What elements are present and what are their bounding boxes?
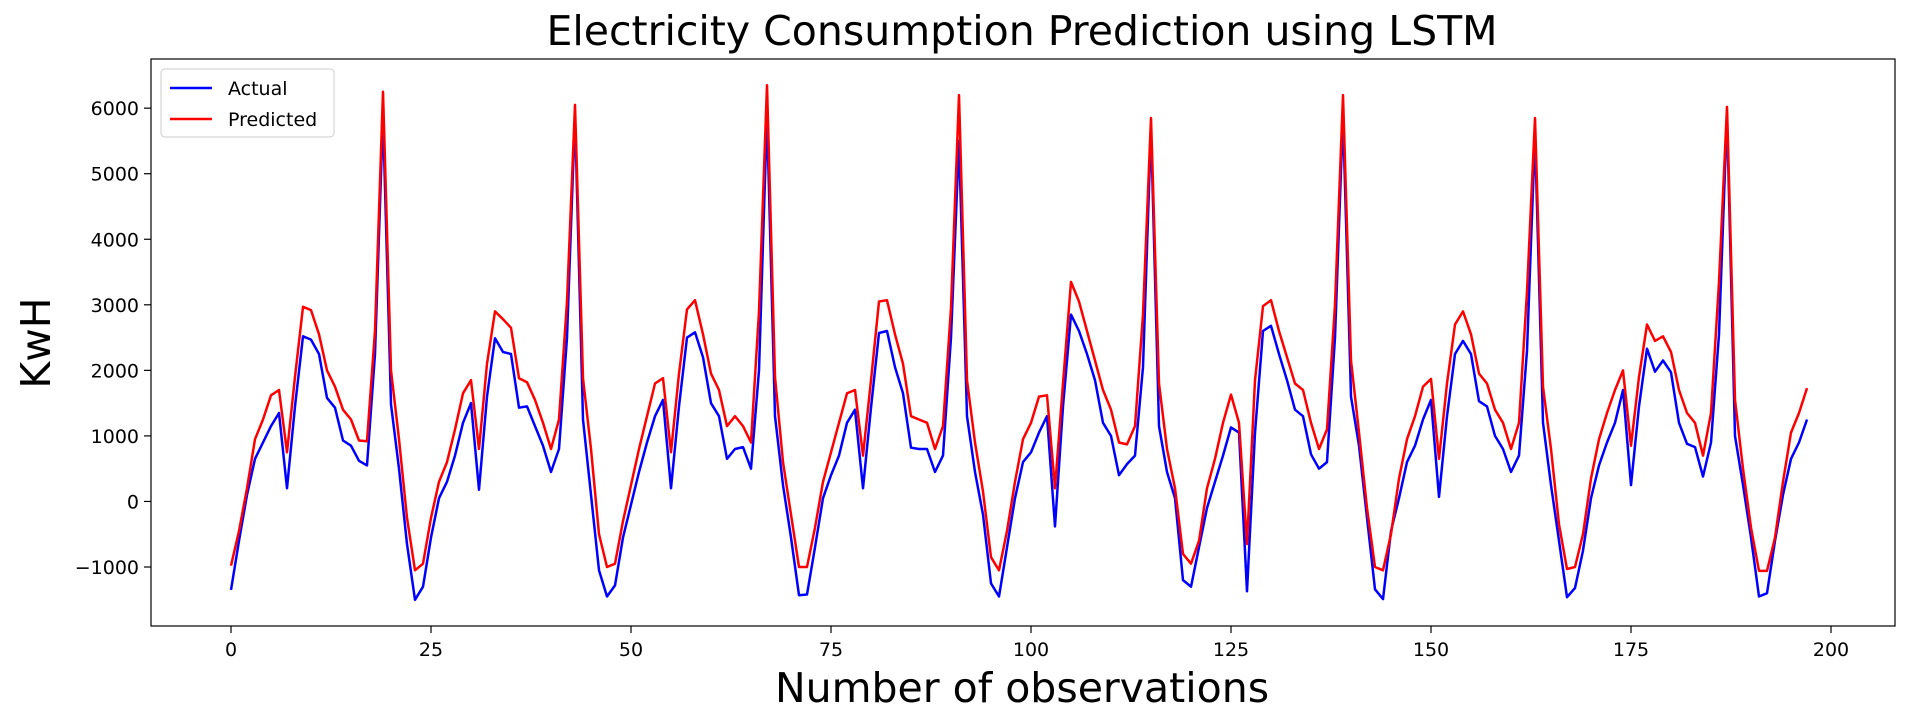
y-tick-label: 4000 bbox=[91, 229, 139, 251]
y-tick-label: 5000 bbox=[91, 164, 139, 186]
series-layer bbox=[229, 83, 1809, 602]
x-tick-label: 0 bbox=[225, 639, 237, 661]
y-axis-label: KwH bbox=[12, 297, 60, 388]
y-tick-label: 1000 bbox=[91, 426, 139, 448]
series-line-predicted bbox=[229, 83, 1809, 573]
x-tick-label: 200 bbox=[1813, 639, 1849, 661]
x-tick-label: 25 bbox=[419, 639, 443, 661]
x-tick-label: 175 bbox=[1613, 639, 1649, 661]
series-line-actual bbox=[229, 113, 1809, 602]
legend-label-predicted: Predicted bbox=[228, 109, 317, 131]
x-tick-label: 125 bbox=[1213, 639, 1249, 661]
legend: Actual Predicted bbox=[160, 68, 335, 138]
x-axis: 0 25 50 75 100 125 150 175 200 bbox=[225, 626, 1849, 661]
y-tick-label: 0 bbox=[127, 491, 139, 513]
y-tick-label: −1000 bbox=[75, 557, 139, 579]
y-tick-label: 3000 bbox=[91, 295, 139, 317]
x-tick-label: 50 bbox=[619, 639, 643, 661]
y-tick-label: 2000 bbox=[91, 360, 139, 382]
y-axis: −1000 0 1000 2000 3000 4000 5000 6000 bbox=[75, 98, 151, 579]
x-tick-label: 100 bbox=[1013, 639, 1049, 661]
y-tick-label: 6000 bbox=[91, 98, 139, 120]
x-tick-label: 75 bbox=[819, 639, 843, 661]
x-axis-label: Number of observations bbox=[775, 664, 1269, 712]
x-tick-label: 150 bbox=[1413, 639, 1449, 661]
chart-title: Electricity Consumption Prediction using… bbox=[546, 7, 1497, 55]
plot-frame bbox=[150, 58, 1896, 627]
legend-label-actual: Actual bbox=[228, 78, 288, 100]
